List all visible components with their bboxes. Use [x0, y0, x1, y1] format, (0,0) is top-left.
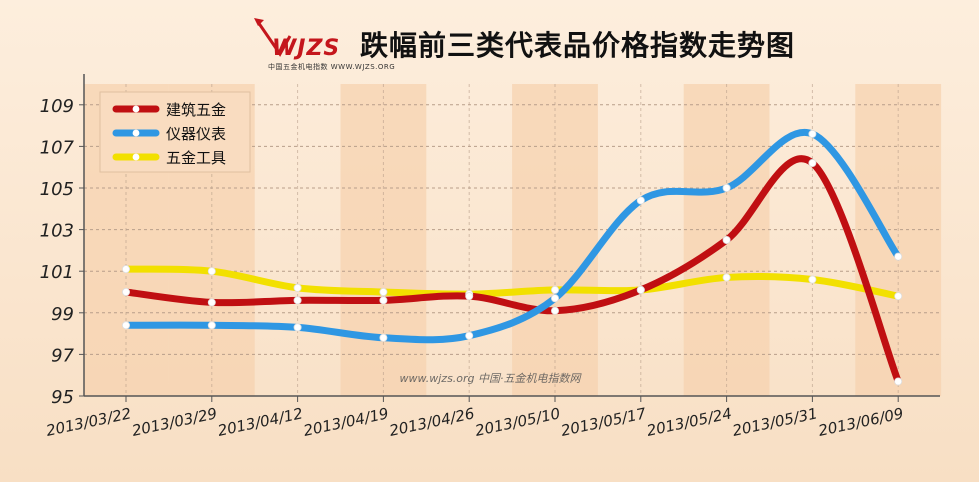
y-tick-label: 97: [51, 345, 74, 366]
y-tick-label: 105: [40, 179, 74, 200]
series-point-2: [722, 273, 731, 282]
series-point-0: [894, 377, 903, 386]
series-point-2: [894, 292, 903, 301]
x-tick-label: 2013/04/26: [388, 404, 476, 440]
series-point-0: [808, 159, 817, 168]
logo-swoosh-icon: [254, 18, 292, 57]
x-tick-label: 2013/05/24: [645, 404, 733, 440]
logo-text: WJZS: [272, 36, 341, 61]
logo-url: WWW.WJZS.ORG: [330, 63, 396, 71]
watermark-text: www.wjzs.org 中国·五金机电指数网: [399, 372, 582, 385]
series-line-2: [122, 265, 902, 300]
series-point-1: [722, 183, 731, 192]
legend-label: 建筑五金: [166, 101, 226, 119]
legend-marker: [132, 105, 140, 113]
logo-subtitle-cn: 中国五金机电指数: [268, 63, 328, 71]
series-point-2: [551, 285, 560, 294]
series-point-1: [465, 331, 474, 340]
series-point-0: [122, 287, 131, 296]
x-tick-label: 2013/03/22: [45, 404, 133, 440]
series-point-1: [636, 196, 645, 205]
series-point-1: [894, 252, 903, 261]
series-point-1: [207, 321, 216, 330]
legend-marker: [132, 153, 140, 161]
x-tick-label: 2013/05/17: [559, 404, 648, 440]
y-tick-label: 107: [40, 137, 75, 158]
legend-label: 五金工具: [166, 149, 226, 167]
x-tick-label: 2013/05/10: [474, 404, 562, 440]
x-tick-label: 2013/04/19: [302, 404, 390, 440]
wjzs-logo: WJZS 中国五金机电指数 WWW.WJZS.ORG: [250, 14, 395, 72]
series-point-1: [122, 321, 131, 330]
y-tick-label: 109: [40, 96, 74, 117]
series-point-1: [379, 333, 388, 342]
series-point-0: [551, 306, 560, 315]
series-point-0: [379, 296, 388, 305]
series-point-2: [808, 275, 817, 284]
y-tick-label: 101: [40, 262, 74, 283]
legend-marker: [132, 129, 140, 137]
series-line-1: [122, 128, 902, 344]
series-point-1: [551, 294, 560, 303]
x-tick-label: 2013/06/09: [817, 404, 905, 440]
logo-subtitle: 中国五金机电指数 WWW.WJZS.ORG: [268, 62, 395, 72]
series-point-0: [722, 235, 731, 244]
legend-label: 仪器仪表: [166, 125, 226, 143]
series-point-2: [122, 265, 131, 274]
series-point-0: [293, 296, 302, 305]
series-point-2: [379, 287, 388, 296]
x-tick-label: 2013/05/31: [731, 404, 819, 440]
series-point-0: [465, 292, 474, 301]
series-point-1: [808, 129, 817, 138]
series-point-2: [293, 283, 302, 292]
series-point-1: [293, 323, 302, 332]
series-point-0: [207, 298, 216, 307]
chart-title: 跌幅前三类代表品价格指数走势图: [360, 29, 796, 62]
y-tick-label: 99: [51, 304, 74, 325]
y-tick-label: 95: [51, 387, 74, 408]
series-point-2: [207, 267, 216, 276]
x-tick-label: 2013/04/12: [216, 404, 304, 440]
series-point-0: [636, 285, 645, 294]
x-tick-label: 2013/03/29: [130, 404, 218, 440]
y-tick-label: 103: [40, 221, 74, 242]
